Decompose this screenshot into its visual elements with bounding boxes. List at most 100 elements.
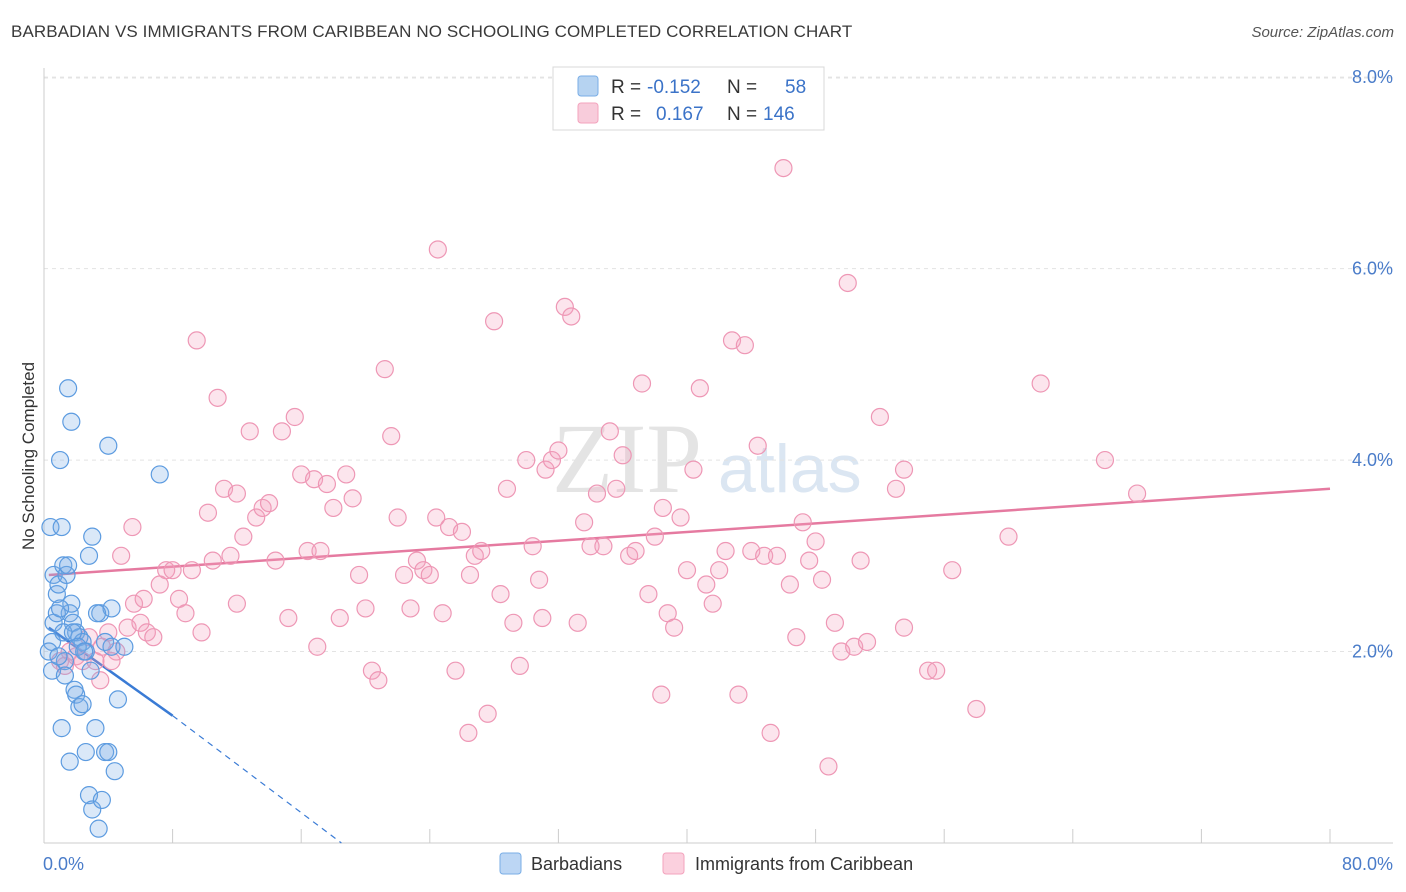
bottom-legend-caribbean: Immigrants from Caribbean — [695, 854, 913, 874]
trend-lines — [48, 487, 1331, 844]
caribbean-point-104 — [710, 561, 729, 580]
caribbean-point-13 — [131, 613, 150, 632]
caribbean-point-45 — [330, 608, 349, 628]
caribbean-point-108 — [735, 336, 754, 355]
caribbean-point-138 — [1127, 484, 1147, 503]
caribbean-point-137 — [1095, 450, 1115, 470]
caribbean-point-89 — [613, 446, 632, 465]
caribbean-point-48 — [349, 565, 369, 585]
barbadian-point-57 — [49, 647, 68, 666]
bottom-legend-swatch-caribbean — [662, 852, 685, 875]
axes — [43, 68, 1393, 844]
caribbean-point-24 — [198, 503, 218, 522]
legend-r-label-1: R = — [611, 77, 641, 98]
caribbean-point-127 — [857, 632, 877, 652]
caribbean-point-116 — [787, 628, 806, 647]
caribbean-point-122 — [825, 613, 844, 632]
barbadian-point-41 — [92, 790, 111, 810]
caribbean-point-145 — [308, 637, 327, 656]
caribbean-point-99 — [677, 561, 697, 580]
chart-title: BARBADIAN VS IMMIGRANTS FROM CARIBBEAN N… — [11, 22, 853, 41]
caribbean-point-57 — [407, 551, 427, 570]
caribbean-point-28 — [221, 546, 240, 565]
caribbean-point-119 — [806, 532, 825, 551]
caribbean-point-121 — [819, 757, 838, 776]
caribbean-point-114 — [774, 158, 793, 178]
caribbean-point-65 — [459, 723, 478, 743]
caribbean-point-92 — [632, 374, 652, 393]
caribbean-point-101 — [690, 379, 709, 398]
caribbean-point-21 — [182, 561, 201, 580]
caribbean-point-60 — [427, 508, 446, 527]
barbadian-point-18 — [83, 527, 102, 546]
barbadian-point-45 — [108, 690, 128, 709]
bottom-legend-barbadians: Barbadians — [531, 854, 622, 874]
barbadian-point-9 — [59, 556, 78, 575]
legend-n-label-2: N = — [727, 104, 757, 125]
bottom-legend-swatch-barbadians — [499, 852, 522, 875]
caribbean-point-51 — [369, 671, 388, 690]
caribbean-point-117 — [793, 513, 812, 532]
caribbean-point-111 — [755, 546, 774, 565]
caribbean-point-56 — [401, 599, 420, 618]
caribbean-trend-line — [48, 487, 1331, 577]
caribbean-point-73 — [510, 656, 529, 675]
caribbean-point-80 — [555, 297, 574, 317]
barbadian-point-7 — [54, 556, 73, 575]
y-tick-label-8: 8.0% — [1352, 67, 1393, 87]
caribbean-point-12 — [124, 594, 144, 613]
caribbean-point-82 — [568, 613, 587, 632]
caribbean-point-35 — [266, 551, 285, 570]
caribbean-point-94 — [645, 527, 664, 546]
caribbean-point-112 — [761, 723, 780, 743]
caribbean-point-22 — [187, 331, 206, 350]
caribbean-point-107 — [729, 685, 748, 704]
legend-r-value-2: 0.167 — [656, 104, 704, 125]
caribbean-point-43 — [317, 474, 337, 494]
legend-swatch-caribbean — [577, 102, 599, 124]
caribbean-point-71 — [497, 479, 517, 498]
caribbean-point-50 — [362, 661, 382, 680]
barbadian-point-53 — [87, 604, 107, 623]
caribbean-point-44 — [324, 498, 343, 518]
barbadian-trend-line — [48, 626, 174, 717]
caribbean-point-98 — [671, 508, 690, 527]
caribbean-point-32 — [247, 508, 266, 527]
caribbean-point-75 — [523, 537, 542, 556]
caribbean-point-147 — [533, 608, 552, 628]
caribbean-point-93 — [639, 584, 658, 604]
caribbean-point-47 — [343, 489, 362, 508]
caribbean-point-81 — [562, 307, 581, 326]
caribbean-point-46 — [337, 465, 356, 484]
caribbean-point-79 — [549, 441, 568, 460]
barbadian-trend-extension — [172, 715, 342, 844]
caribbean-point-133 — [943, 561, 962, 580]
barbadian-point-1 — [44, 565, 63, 585]
caribbean-point-42 — [311, 541, 330, 561]
caribbean-point-115 — [780, 575, 799, 594]
caribbean-point-103 — [703, 594, 722, 613]
caribbean-point-10 — [112, 546, 131, 565]
bottom-legend: Barbadians Immigrants from Caribbean — [499, 852, 913, 875]
caribbean-point-144 — [227, 594, 246, 613]
barbadian-point-28 — [54, 623, 73, 642]
barbadian-point-40 — [89, 819, 108, 838]
caribbean-point-70 — [491, 584, 510, 604]
barbadian-point-44 — [105, 762, 124, 781]
caribbean-point-20 — [176, 604, 195, 623]
caribbean-point-77 — [536, 460, 555, 479]
y-tick-label-4: 4.0% — [1352, 450, 1393, 470]
caribbean-point-140 — [102, 652, 121, 671]
barbadian-point-39 — [86, 719, 105, 738]
caribbean-point-74 — [517, 450, 536, 470]
data-points — [39, 158, 1147, 838]
caribbean-point-148 — [653, 498, 672, 518]
caribbean-point-129 — [886, 479, 906, 498]
caribbean-point-85 — [587, 484, 607, 503]
watermark-zip: ZIP — [552, 403, 702, 514]
barbadian-point-49 — [63, 623, 83, 642]
barbadian-point-38 — [83, 800, 102, 819]
y-tick-label-6: 6.0% — [1352, 259, 1393, 279]
barbadian-point-22 — [102, 599, 121, 618]
caribbean-point-100 — [684, 460, 703, 479]
